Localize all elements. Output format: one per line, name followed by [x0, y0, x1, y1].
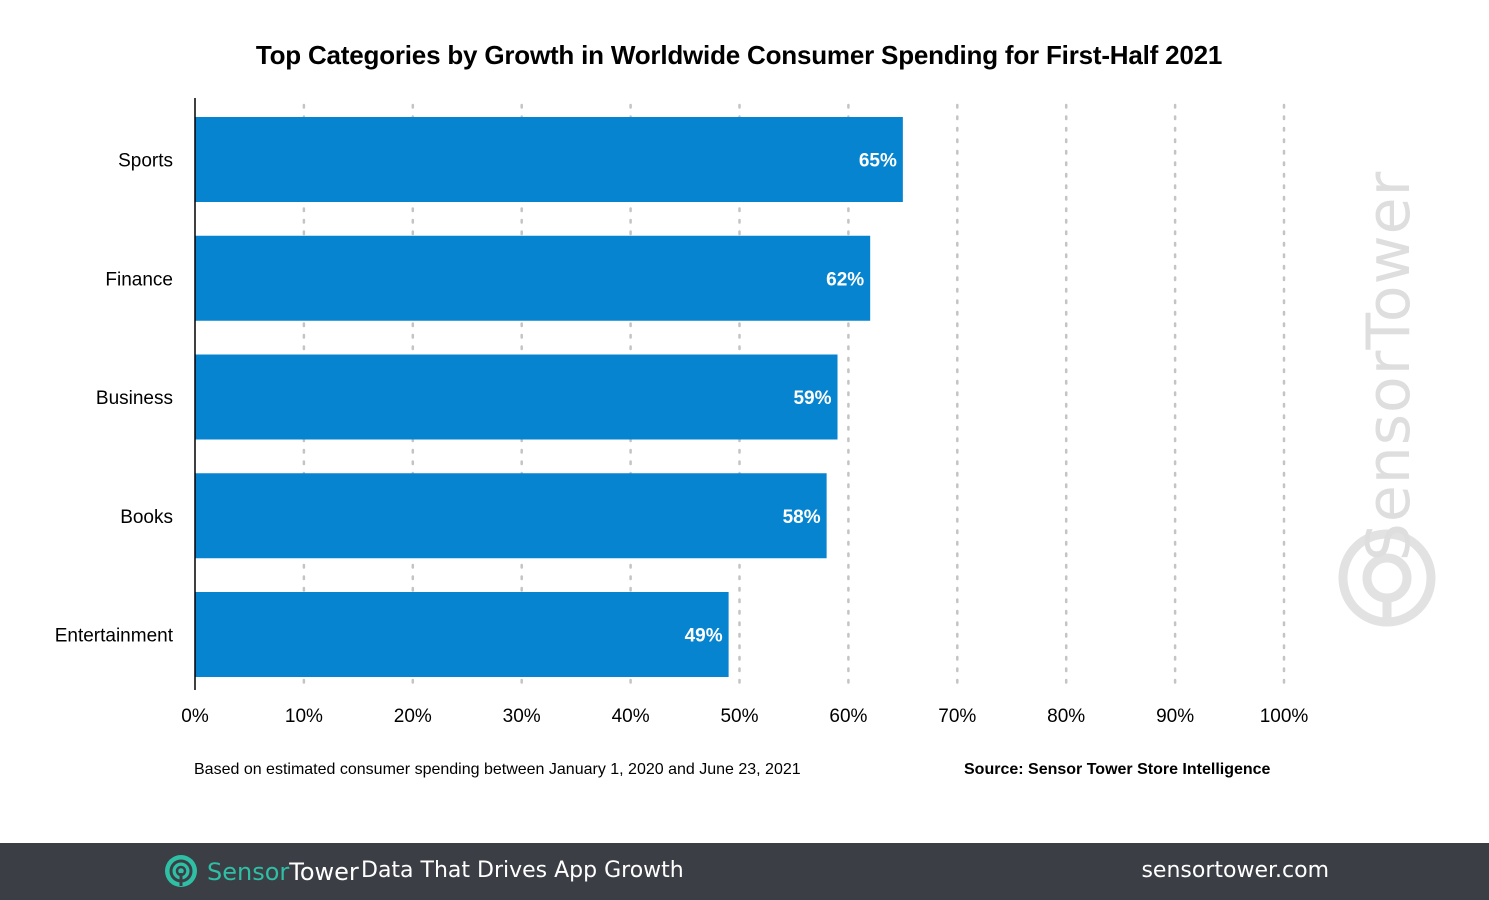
x-tick-label: 70%: [938, 706, 976, 727]
x-tick-label: 20%: [394, 706, 432, 727]
category-label: Business: [96, 388, 173, 409]
x-tick-label: 80%: [1047, 706, 1085, 727]
footer-website-link[interactable]: sensortower.com: [1141, 858, 1329, 883]
bar-chart: 65% Sports 62% Finance 59% Business 58% Books 49…: [55, 98, 1309, 727]
x-tick-label: 10%: [285, 706, 323, 727]
bar-value-label: 62%: [826, 269, 864, 290]
footer-bar: SensorTower Data That Drives App Growth …: [0, 843, 1489, 900]
sensortower-logo-icon: [165, 855, 197, 887]
category-label: Sports: [118, 151, 173, 172]
category-label: Entertainment: [55, 626, 174, 647]
footer-tagline: Data That Drives App Growth: [361, 858, 684, 883]
x-tick-label: 60%: [829, 706, 867, 727]
watermark-logo-icon: [1338, 529, 1436, 627]
bar-value-label: 65%: [859, 151, 897, 172]
watermark-text: SensorTower: [1354, 170, 1424, 562]
x-tick-label: 50%: [720, 706, 758, 727]
x-tick-label: 30%: [503, 706, 541, 727]
bar-books: [195, 473, 827, 559]
footer-brand[interactable]: SensorTower: [207, 858, 359, 886]
category-label: Books: [120, 507, 173, 528]
bar-value-label: 59%: [793, 388, 831, 409]
x-tick-label: 100%: [1260, 706, 1309, 727]
x-tick-label: 90%: [1156, 706, 1194, 727]
x-tick-label: 40%: [612, 706, 650, 727]
bar-entertainment: [195, 592, 729, 677]
bar-business: [195, 354, 838, 440]
basis-note: Based on estimated consumer spending bet…: [194, 761, 801, 778]
footer-brand-part2: Tower: [289, 858, 359, 886]
source-note: Source: Sensor Tower Store Intelligence: [964, 761, 1271, 778]
bar-value-label: 49%: [685, 626, 723, 647]
chart-title: Top Categories by Growth in Worldwide Co…: [255, 40, 1223, 70]
bar-finance: [195, 235, 871, 321]
x-tick-label: 0%: [181, 706, 209, 727]
bar-value-label: 58%: [783, 507, 821, 528]
category-label: Finance: [105, 269, 173, 290]
footer-brand-part1: Sensor: [207, 858, 290, 886]
bar-sports: [195, 117, 903, 202]
